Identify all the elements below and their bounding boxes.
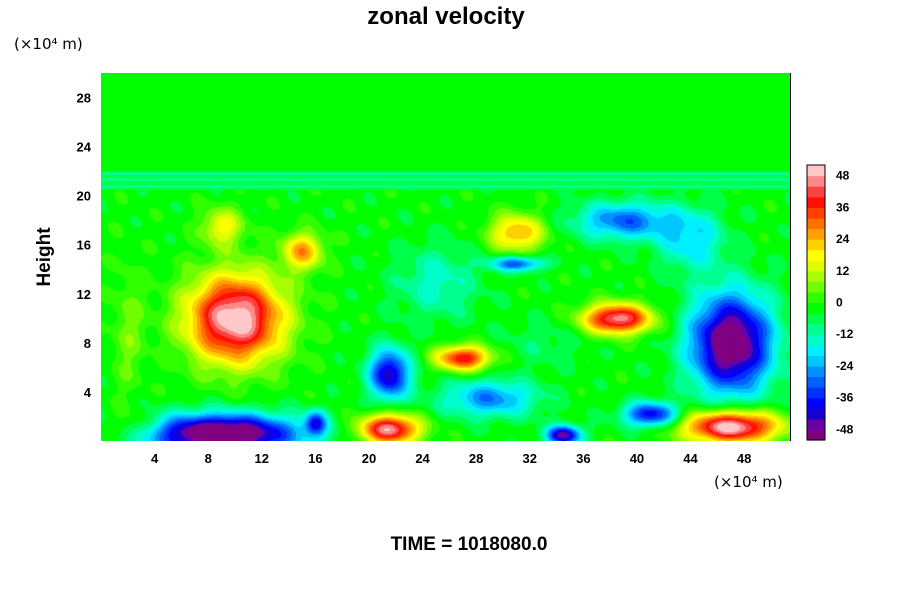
colorbar-swatch: [807, 239, 825, 251]
colorbar-swatch: [807, 260, 825, 272]
colorbar-swatch: [807, 344, 825, 356]
time-label: TIME = 1018080.0: [391, 534, 548, 555]
colorbar-swatch: [807, 418, 825, 431]
heatmap-image-frame: [101, 73, 791, 441]
colorbar-swatch: [807, 334, 825, 346]
colorbar-swatch: [807, 408, 825, 420]
colorbar-tick-label: 24: [836, 232, 850, 246]
y-tick-label: 8: [84, 336, 91, 351]
y-axis-unit: (×10⁴ m): [14, 35, 83, 53]
y-tick-label: 12: [77, 287, 91, 302]
colorbar-border: [806, 164, 826, 441]
y-tick-label: 28: [77, 91, 91, 106]
colorbar-swatch: [807, 355, 825, 367]
x-tick-label: 4: [151, 451, 159, 466]
colorbar-tick-label: -36: [836, 391, 854, 405]
colorbar-swatch: [807, 397, 825, 409]
plot-area: [101, 73, 791, 441]
x-tick-label: 24: [415, 451, 430, 466]
colorbar-swatch: [807, 228, 825, 240]
colorbar-tick-label: 0: [836, 296, 843, 310]
colorbar-swatch: [807, 217, 825, 230]
x-axis-ticks: 4 8 12 16 20 24 28 32 36 40 44 48: [151, 451, 751, 466]
y-tick-label: 20: [77, 189, 91, 204]
x-tick-label: 48: [737, 451, 751, 466]
colorbar-swatch: [807, 387, 825, 399]
colorbar-ticks: 48 36 24 12 0 -12 -24 -36 -48: [836, 169, 854, 437]
y-axis-ticks: 4 8 12 16 20 24 28: [77, 91, 92, 400]
chart-title: zonal velocity: [367, 3, 525, 30]
y-tick-label: 16: [77, 238, 91, 253]
colorbar-swatch: [807, 249, 825, 261]
colorbar-swatches: [807, 165, 825, 441]
colorbar-tick-label: -48: [836, 422, 854, 436]
y-tick-label: 4: [84, 385, 92, 400]
colorbar-swatch: [807, 365, 825, 378]
colorbar-swatch: [807, 429, 825, 441]
colorbar-tick-label: -12: [836, 327, 854, 341]
x-tick-label: 20: [362, 451, 376, 466]
y-tick-label: 24: [77, 140, 92, 155]
colorbar-swatch: [807, 376, 825, 388]
colorbar-swatch: [807, 207, 825, 219]
colorbar-swatch: [807, 281, 825, 293]
colorbar-swatch: [807, 196, 825, 208]
colorbar-swatch: [807, 302, 825, 314]
x-tick-label: 12: [255, 451, 269, 466]
x-tick-label: 40: [630, 451, 644, 466]
colorbar-tick-label: 48: [836, 169, 850, 183]
x-tick-label: 32: [523, 451, 537, 466]
x-tick-label: 16: [308, 451, 322, 466]
heatmap-canvas: [101, 73, 791, 441]
x-axis-unit: (×10⁴ m): [714, 473, 783, 491]
x-tick-label: 44: [683, 451, 698, 466]
colorbar-swatch: [807, 186, 825, 198]
colorbar-swatch: [807, 323, 825, 335]
colorbar-tick-label: -24: [836, 359, 854, 373]
x-tick-label: 8: [205, 451, 212, 466]
colorbar-tick-label: 36: [836, 200, 850, 214]
colorbar-swatch: [807, 270, 825, 282]
x-tick-label: 36: [576, 451, 590, 466]
colorbar: 48 36 24 12 0 -12 -24 -36 -48: [806, 164, 854, 441]
y-axis-label: Height: [34, 227, 55, 287]
x-tick-label: 28: [469, 451, 483, 466]
colorbar-tick-label: 12: [836, 264, 850, 278]
colorbar-swatch: [807, 291, 825, 304]
colorbar-swatch: [807, 313, 825, 325]
colorbar-swatch: [807, 165, 825, 177]
colorbar-swatch: [807, 175, 825, 187]
